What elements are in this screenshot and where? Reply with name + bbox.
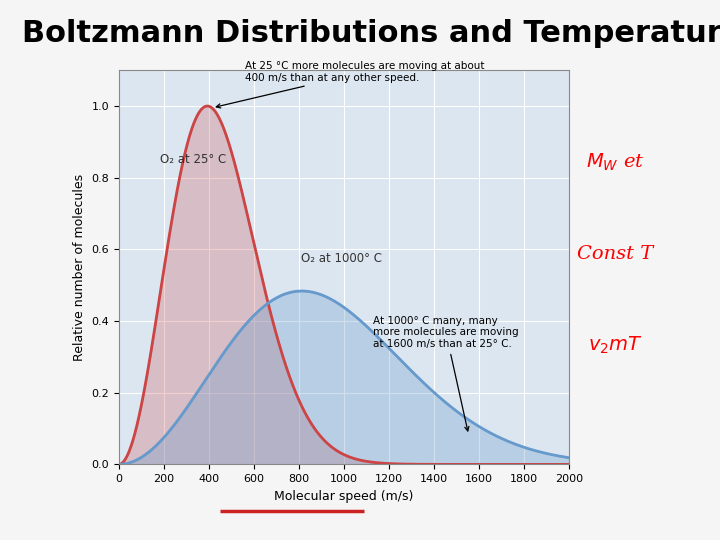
Text: O₂ at 25° C: O₂ at 25° C xyxy=(161,153,227,166)
Text: Const T: Const T xyxy=(577,245,654,263)
Text: $v_{2}mT$: $v_{2}mT$ xyxy=(588,335,643,356)
Text: At 1000° C many, many
more molecules are moving
at 1600 m/s than at 25° C.: At 1000° C many, many more molecules are… xyxy=(373,316,518,431)
X-axis label: Molecular speed (m/s): Molecular speed (m/s) xyxy=(274,490,413,503)
Text: Boltzmann Distributions and Temperature: Boltzmann Distributions and Temperature xyxy=(22,19,720,48)
Text: $M_W$ et: $M_W$ et xyxy=(586,151,645,173)
Y-axis label: Relative number of molecules: Relative number of molecules xyxy=(73,174,86,361)
Text: O₂ at 1000° C: O₂ at 1000° C xyxy=(301,252,382,265)
Text: At 25 °C more molecules are moving at about
400 m/s than at any other speed.: At 25 °C more molecules are moving at ab… xyxy=(216,61,485,108)
